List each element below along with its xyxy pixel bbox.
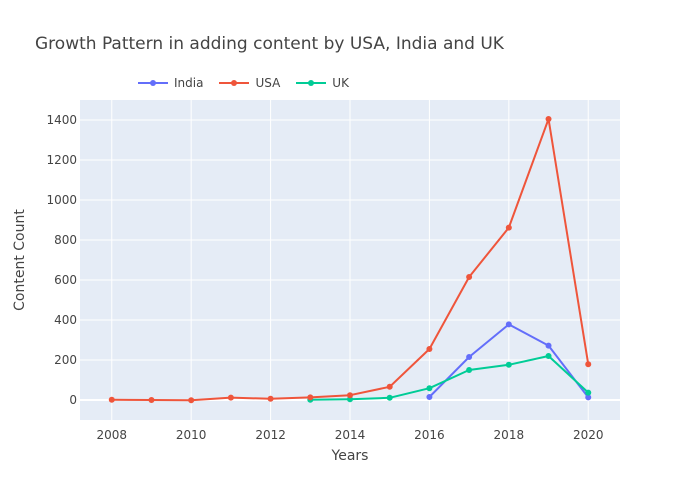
- data-point-usa[interactable]: [386, 383, 393, 390]
- x-tick-label: 2020: [573, 428, 604, 442]
- legend-label-india: India: [174, 76, 204, 90]
- data-point-uk[interactable]: [545, 353, 552, 359]
- chart-title: Growth Pattern in adding content by USA,…: [35, 34, 504, 54]
- data-point-uk[interactable]: [386, 394, 393, 401]
- data-point-usa[interactable]: [426, 346, 433, 352]
- y-tick-label: 800: [54, 233, 77, 247]
- data-point-usa[interactable]: [466, 274, 473, 280]
- data-point-usa[interactable]: [148, 397, 155, 403]
- y-tick-label: 600: [54, 273, 77, 287]
- data-point-usa[interactable]: [347, 392, 353, 399]
- legend-item-uk[interactable]: UK: [296, 76, 349, 90]
- x-tick-label: 2012: [255, 428, 286, 442]
- legend-label-uk: UK: [332, 76, 349, 90]
- x-tick-label: 2008: [96, 428, 127, 442]
- data-point-india[interactable]: [505, 321, 512, 328]
- legend-item-india[interactable]: India: [138, 76, 203, 90]
- legend-swatch-usa: [219, 80, 250, 86]
- legend-swatch-india: [138, 80, 168, 86]
- data-point-uk[interactable]: [466, 367, 473, 373]
- y-tick-label: 1200: [46, 153, 77, 167]
- x-tick-label: 2016: [414, 428, 445, 442]
- legend-label-usa: USA: [255, 76, 281, 90]
- y-tick-label: 0: [69, 393, 77, 407]
- data-point-usa[interactable]: [108, 396, 115, 403]
- y-tick-label: 1000: [46, 193, 77, 207]
- data-point-uk[interactable]: [505, 361, 512, 368]
- data-point-india[interactable]: [466, 354, 473, 360]
- y-tick-label: 200: [54, 353, 77, 367]
- data-point-usa[interactable]: [307, 394, 314, 401]
- data-point-india[interactable]: [585, 394, 592, 401]
- x-tick-label: 2014: [335, 428, 366, 442]
- x-tick-label: 2018: [494, 428, 525, 442]
- y-tick-label: 400: [54, 313, 77, 327]
- x-tick-label: 2010: [176, 428, 207, 442]
- data-point-uk[interactable]: [585, 389, 592, 396]
- data-point-india[interactable]: [545, 342, 552, 349]
- data-point-usa[interactable]: [585, 361, 592, 368]
- legend: India USA UK: [138, 74, 365, 92]
- data-point-usa[interactable]: [545, 116, 552, 122]
- series-line-uk: [310, 355, 589, 401]
- data-point-uk[interactable]: [426, 385, 433, 392]
- y-axis-title: Content Count: [12, 209, 28, 311]
- y-tick-label: 1400: [46, 113, 77, 127]
- data-point-usa[interactable]: [188, 397, 195, 404]
- data-point-usa[interactable]: [505, 224, 512, 231]
- data-point-india[interactable]: [426, 394, 433, 400]
- x-axis-title: Years: [331, 448, 369, 464]
- data-point-usa[interactable]: [227, 394, 234, 401]
- legend-item-usa[interactable]: USA: [219, 76, 280, 90]
- data-point-usa[interactable]: [267, 395, 274, 402]
- legend-swatch-uk: [296, 80, 327, 86]
